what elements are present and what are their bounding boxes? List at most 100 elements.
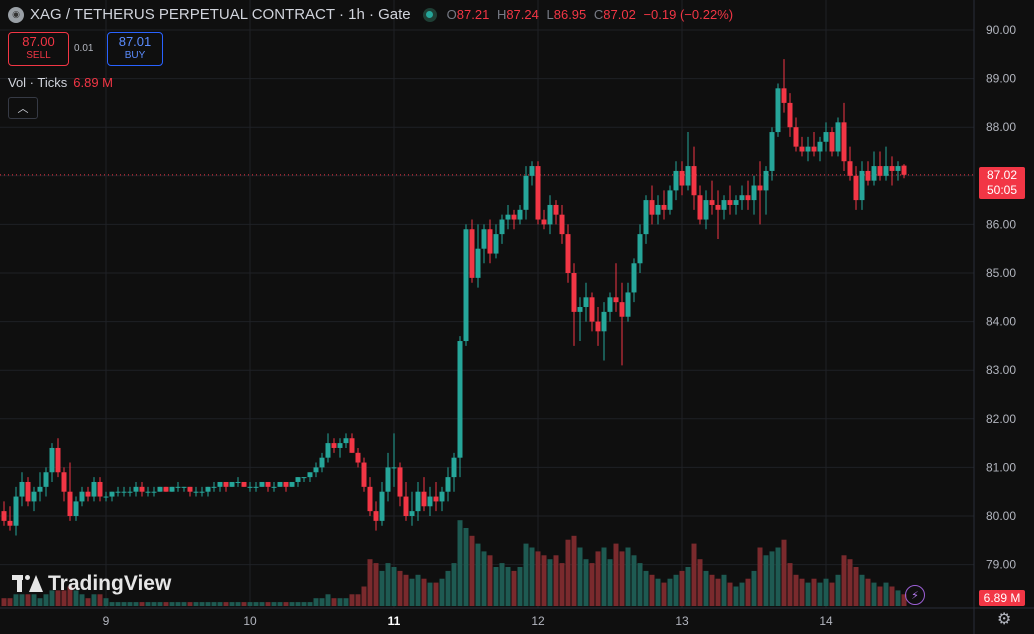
candle-body [679, 170, 685, 186]
candle-body [697, 195, 703, 220]
y-tick-label: 81.00 [986, 460, 1016, 474]
volume-bar [511, 570, 517, 606]
volume-bar [877, 586, 883, 606]
volume-bar [127, 602, 133, 606]
volume-bar [469, 535, 475, 606]
y-tick-label: 83.00 [986, 363, 1016, 377]
volume-bar [613, 543, 619, 606]
candle-body [403, 496, 409, 516]
volume-tag: 6.89 M [979, 590, 1025, 606]
ohlc-low-key: L [546, 7, 554, 22]
tradingview-logo[interactable]: TradingView [12, 572, 171, 596]
volume-bar [61, 590, 67, 606]
candle-body [445, 477, 451, 492]
volume-bar [223, 602, 229, 606]
volume-legend[interactable]: Vol · Ticks 6.89 M [8, 75, 113, 90]
volume-bar [883, 582, 889, 606]
x-tick-label: 13 [675, 614, 689, 628]
volume-bar [157, 602, 163, 606]
volume-bar [829, 582, 835, 606]
x-tick-label: 10 [243, 614, 257, 628]
volume-bar [37, 598, 43, 606]
candle-body [505, 214, 511, 220]
candle-body [283, 481, 289, 487]
volume-bar [661, 582, 667, 606]
candle-body [787, 102, 793, 128]
candle-body [901, 165, 907, 175]
volume-bar [337, 598, 343, 606]
volume-bar [247, 602, 253, 606]
y-tick-label: 90.00 [986, 23, 1016, 37]
volume-bar [331, 598, 337, 606]
volume-bar [403, 574, 409, 606]
volume-bar [607, 559, 613, 606]
candle-body [241, 481, 247, 487]
candle-body [583, 297, 589, 308]
volume-bar [253, 602, 259, 606]
candle-body [631, 263, 637, 293]
candle-body [721, 200, 727, 210]
last-price: 87.02 [986, 168, 1018, 182]
ohlc-values: O87.21 H87.24 L86.95 C87.02 −0.19 (−0.22… [447, 7, 737, 22]
candle-body [277, 481, 283, 487]
candle-body [637, 234, 643, 264]
volume-bar [679, 570, 685, 606]
volume-bar [871, 582, 877, 606]
volume-bar [505, 567, 511, 606]
candle-body [643, 200, 649, 235]
volume-bar [325, 594, 331, 606]
symbol-title[interactable]: XAG / TETHERUS PERPETUAL CONTRACT · 1h ·… [30, 6, 411, 23]
candle-body [895, 166, 901, 171]
y-tick-label: 86.00 [986, 217, 1016, 231]
price-axis[interactable]: 79.00 80.00 81.00 82.00 83.00 84.00 85.00 86.00… [986, 23, 1016, 572]
ohlc-close: 87.02 [603, 7, 636, 22]
volume-bar [235, 602, 241, 606]
volume-bar [703, 570, 709, 606]
candle-body [577, 307, 583, 312]
gear-icon[interactable]: ⚙ [997, 611, 1012, 628]
candle-body [457, 341, 463, 458]
candle-body [109, 491, 115, 497]
candle-body [295, 477, 301, 482]
last-price-tag: 87.02 50:05 [979, 167, 1025, 199]
candle-body [655, 204, 661, 215]
candle-body [835, 122, 841, 152]
collapse-button[interactable]: ︿ [8, 97, 38, 119]
volume-bar [271, 602, 277, 606]
candle-body [331, 443, 337, 448]
symbol-icon[interactable]: ◉ [8, 6, 24, 23]
time-axis[interactable]: 9 10 11 12 13 14 [103, 614, 833, 628]
volume-bar [13, 594, 19, 606]
volume-bar [553, 555, 559, 606]
volume-bar [727, 582, 733, 606]
volume-bar [187, 602, 193, 606]
candle-body [103, 496, 109, 498]
volume-bar [355, 594, 361, 606]
sell-button[interactable]: 87.00 SELL [8, 32, 69, 66]
volume-bar [109, 602, 115, 606]
buy-button[interactable]: 87.01 BUY [107, 32, 163, 66]
volume-bar [211, 602, 217, 606]
candle-body [463, 229, 469, 342]
candle-body [229, 481, 235, 487]
volume-bar [835, 574, 841, 606]
candle-body [91, 481, 97, 497]
candle-body [409, 511, 415, 516]
volume-bar [475, 543, 481, 606]
candle-body [367, 486, 373, 512]
candle-body [391, 467, 397, 469]
volume-bar [859, 574, 865, 606]
candle-body [877, 166, 883, 176]
volume-bar [535, 551, 541, 606]
candle-body [85, 491, 91, 497]
y-tick-label: 80.00 [986, 509, 1016, 523]
candle-body [475, 248, 481, 278]
volume-bar [145, 602, 151, 606]
volume-bar [799, 578, 805, 606]
price-candles [1, 59, 907, 536]
flash-icon[interactable]: ⚡ [905, 585, 925, 605]
volume-bar [517, 567, 523, 606]
volume-bar [175, 602, 181, 606]
volume-bar [181, 602, 187, 606]
